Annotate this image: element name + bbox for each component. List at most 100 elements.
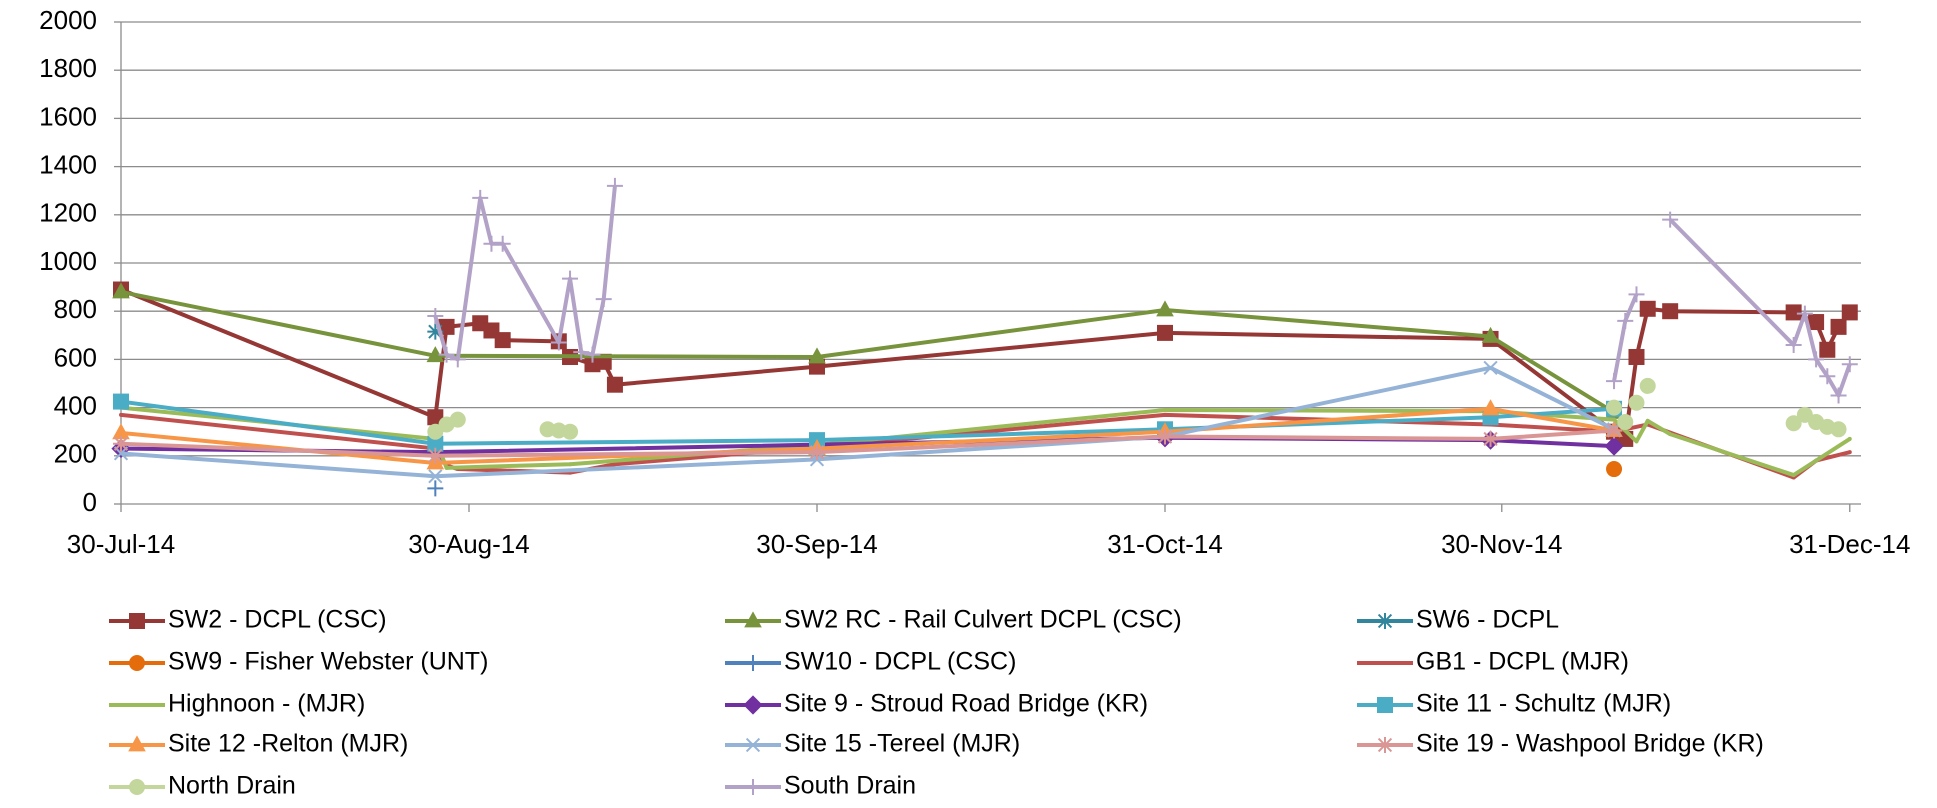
marker bbox=[129, 655, 145, 671]
marker bbox=[550, 334, 567, 351]
marker bbox=[1377, 613, 1393, 629]
marker bbox=[562, 423, 579, 440]
marker bbox=[1628, 394, 1645, 411]
legend-item: SW2 - DCPL (CSC) bbox=[109, 606, 387, 634]
series-line bbox=[120, 399, 1615, 446]
legend-item: Site 19 - Washpool Bridge (KR) bbox=[1357, 730, 1764, 758]
legend-label: SW10 - DCPL (CSC) bbox=[784, 648, 1016, 676]
marker bbox=[1617, 312, 1634, 329]
x-tick-label: 30-Aug-14 bbox=[408, 529, 529, 559]
series-line bbox=[120, 406, 1615, 466]
legend-item: Site 12 -Relton (MJR) bbox=[109, 730, 408, 758]
legend-label: SW6 - DCPL bbox=[1416, 606, 1559, 634]
marker bbox=[1483, 360, 1498, 375]
marker bbox=[494, 235, 511, 252]
legend-label: North Drain bbox=[168, 772, 296, 800]
x-tick-label: 30-Sep-14 bbox=[756, 529, 877, 559]
marker bbox=[1482, 430, 1499, 447]
legend-label: GB1 - DCPL (MJR) bbox=[1416, 648, 1629, 676]
x-tick-label: 30-Jul-14 bbox=[67, 529, 175, 559]
marker bbox=[1830, 421, 1847, 438]
marker bbox=[1606, 373, 1623, 390]
marker bbox=[1662, 211, 1679, 228]
marker bbox=[584, 346, 601, 363]
marker bbox=[573, 344, 590, 361]
marker bbox=[1841, 304, 1858, 321]
y-tick-label: 600 bbox=[54, 342, 97, 372]
marker bbox=[472, 189, 489, 206]
legend-item: North Drain bbox=[109, 772, 296, 800]
marker bbox=[595, 291, 612, 308]
point bbox=[1612, 417, 1617, 422]
marker bbox=[1481, 399, 1500, 416]
marker bbox=[112, 423, 130, 440]
point bbox=[568, 462, 573, 467]
marker bbox=[426, 346, 445, 363]
marker bbox=[1841, 356, 1858, 373]
marker bbox=[129, 613, 145, 629]
legend-item: Site 15 -Tereel (MJR) bbox=[725, 730, 1020, 758]
marker bbox=[427, 480, 444, 497]
y-tick-label: 200 bbox=[54, 439, 97, 469]
marker bbox=[427, 323, 444, 340]
point bbox=[119, 412, 123, 417]
marker bbox=[1830, 387, 1847, 404]
marker bbox=[1628, 348, 1645, 365]
marker bbox=[606, 376, 623, 393]
marker bbox=[1157, 428, 1173, 445]
point bbox=[1791, 473, 1796, 478]
marker bbox=[1157, 324, 1173, 341]
y-tick-label: 1400 bbox=[39, 149, 97, 179]
legend-item: SW9 - Fisher Webster (UNT) bbox=[109, 648, 488, 676]
y-tick-label: 0 bbox=[83, 487, 97, 517]
marker bbox=[113, 393, 129, 410]
legend-item: SW10 - DCPL (CSC) bbox=[725, 648, 1016, 676]
marker bbox=[129, 779, 145, 795]
marker bbox=[428, 469, 443, 484]
marker bbox=[113, 435, 129, 452]
point bbox=[1163, 408, 1167, 413]
point bbox=[1163, 412, 1167, 417]
marker bbox=[743, 695, 763, 715]
legend: SW2 - DCPL (CSC) SW2 RC - Rail Culvert DC… bbox=[109, 606, 1764, 800]
legend-item: Highnoon - (MJR) bbox=[109, 690, 365, 718]
marker bbox=[1606, 399, 1623, 416]
marker bbox=[438, 346, 455, 363]
legend-label: South Drain bbox=[784, 772, 916, 800]
marker bbox=[1830, 318, 1847, 335]
marker bbox=[1617, 414, 1634, 431]
marker bbox=[1639, 377, 1656, 394]
marker bbox=[1639, 300, 1656, 317]
y-tick-label: 1800 bbox=[39, 53, 97, 83]
point bbox=[1668, 432, 1673, 437]
marker bbox=[427, 308, 444, 325]
marker bbox=[1796, 305, 1813, 322]
legend-label: SW2 RC - Rail Culvert DCPL (CSC) bbox=[784, 606, 1182, 634]
marker bbox=[562, 270, 579, 287]
marker bbox=[112, 282, 130, 299]
series-line bbox=[120, 428, 1615, 458]
legend-label: SW2 - DCPL (CSC) bbox=[168, 606, 387, 634]
legend-item: Site 9 - Stroud Road Bridge (KR) bbox=[725, 690, 1148, 718]
marker bbox=[128, 735, 146, 752]
point bbox=[1847, 450, 1852, 455]
legend-label: Site 19 - Washpool Bridge (KR) bbox=[1416, 730, 1764, 758]
point bbox=[1847, 436, 1852, 441]
y-tick-label: 400 bbox=[54, 390, 97, 420]
point bbox=[612, 462, 617, 467]
legend-label: Site 15 -Tereel (MJR) bbox=[784, 730, 1020, 758]
marker bbox=[427, 447, 444, 464]
y-tick-label: 800 bbox=[54, 294, 97, 324]
marker bbox=[1785, 415, 1802, 432]
marker bbox=[1819, 368, 1836, 385]
y-tick-label: 2000 bbox=[39, 5, 97, 35]
legend-item: Site 11 - Schultz (MJR) bbox=[1357, 690, 1671, 718]
marker bbox=[1377, 737, 1393, 753]
marker bbox=[1156, 300, 1174, 317]
marker bbox=[745, 737, 761, 753]
marker bbox=[1377, 697, 1393, 713]
x-tick-label: 30-Nov-14 bbox=[1441, 529, 1562, 559]
legend-label: Site 9 - Stroud Road Bridge (KR) bbox=[784, 690, 1148, 718]
marker bbox=[1606, 422, 1623, 439]
x-tick-label: 31-Oct-14 bbox=[1107, 529, 1223, 559]
